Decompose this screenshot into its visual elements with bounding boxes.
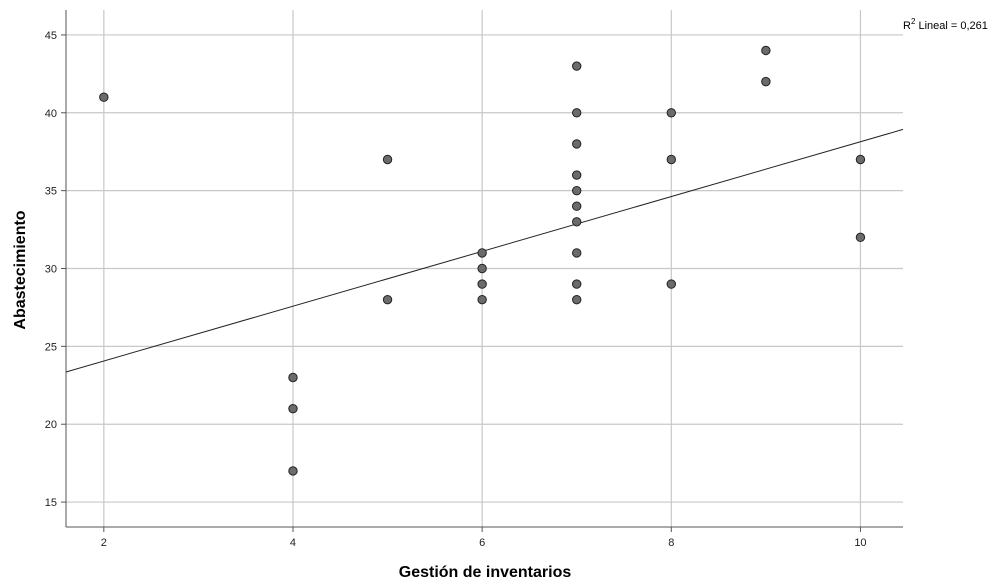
data-point xyxy=(666,108,676,118)
data-point xyxy=(99,92,109,102)
data-point xyxy=(761,76,771,87)
data-point xyxy=(855,154,866,165)
data-point xyxy=(288,372,298,383)
r-squared-text: Lineal = 0,261 xyxy=(915,20,987,32)
data-point xyxy=(477,294,487,305)
data-point xyxy=(666,154,676,165)
x-tick-label: 10 xyxy=(854,537,866,549)
data-point xyxy=(382,294,393,305)
y-axis-title: Abastecimiento xyxy=(12,210,29,329)
y-tick-label: 45 xyxy=(45,30,57,42)
x-axis-title: Gestión de inventarios xyxy=(399,564,572,581)
data-point xyxy=(572,170,582,180)
x-tick-label: 4 xyxy=(290,537,296,549)
data-point xyxy=(572,294,582,305)
y-tick-label: 40 xyxy=(45,108,57,120)
data-point xyxy=(572,185,582,196)
data-point xyxy=(288,466,298,476)
axes xyxy=(61,10,903,532)
x-tick-label: 6 xyxy=(479,537,485,549)
data-point xyxy=(572,279,582,289)
y-tick-label: 25 xyxy=(45,341,57,353)
data-point xyxy=(477,263,487,274)
tick-labels: 2 4 6 8 10 15 20 25 30 35 40 45 xyxy=(45,30,867,549)
y-tick-label: 35 xyxy=(45,186,57,198)
data-point xyxy=(572,201,582,211)
data-point xyxy=(572,248,582,258)
x-tick-label: 2 xyxy=(101,537,107,549)
data-point xyxy=(288,403,298,414)
data-point xyxy=(572,217,582,227)
y-tick-label: 20 xyxy=(45,419,57,431)
data-point xyxy=(572,139,582,149)
x-tick-label: 8 xyxy=(668,537,674,549)
r-squared-prefix: R xyxy=(903,20,911,32)
data-point xyxy=(572,108,582,118)
data-points xyxy=(99,45,866,476)
data-point xyxy=(761,45,771,56)
data-point xyxy=(477,279,487,289)
data-point xyxy=(572,61,582,71)
y-tick-label: 30 xyxy=(45,264,57,276)
data-point xyxy=(666,279,676,289)
data-point xyxy=(382,154,393,165)
y-tick-label: 15 xyxy=(45,497,57,509)
data-point xyxy=(855,232,866,243)
r-squared-superscript: 2 xyxy=(911,17,916,26)
r-squared-annotation: R2 Lineal = 0,261 xyxy=(903,17,988,32)
data-point xyxy=(477,248,487,258)
